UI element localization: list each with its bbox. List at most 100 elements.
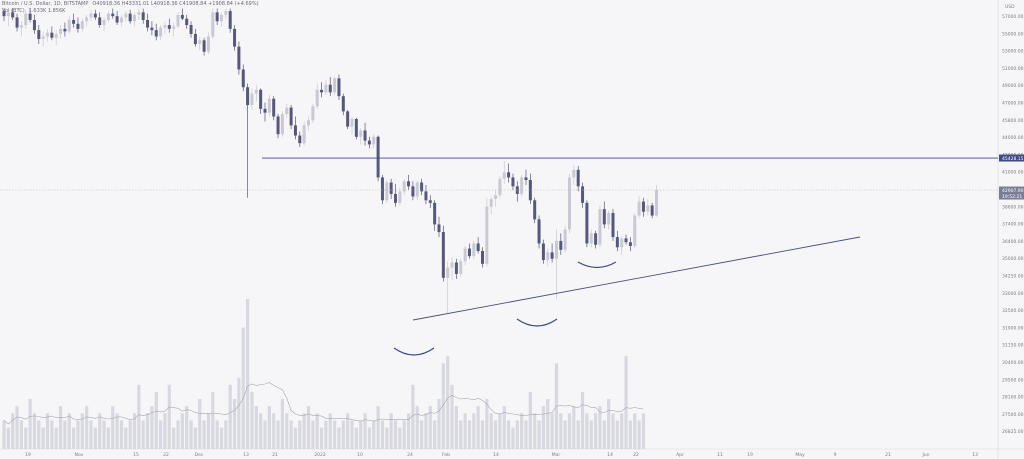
candle-body (467, 248, 471, 257)
volume-bar (172, 427, 176, 449)
price-tick-label: 45800.00 (1002, 118, 1024, 124)
candle-body (233, 28, 237, 47)
candle (237, 41, 241, 75)
volume-bar (11, 413, 15, 449)
candle (398, 187, 402, 206)
candle-body (211, 12, 215, 37)
candle (215, 8, 219, 26)
volume-bar (285, 413, 289, 449)
candle-body (15, 17, 19, 28)
volume-bar (354, 427, 358, 449)
time-tick-label: 11 (717, 452, 723, 458)
candle (424, 185, 428, 205)
candle-body (394, 193, 397, 203)
candle (63, 22, 67, 37)
volume-bar (380, 420, 385, 449)
volume-bar (324, 420, 328, 449)
price-tick-label: 35000.00 (1002, 256, 1024, 262)
candle-body (459, 261, 463, 274)
candle (389, 178, 393, 200)
volume-bar (28, 399, 32, 449)
volume-bar (289, 420, 293, 449)
candle-body (633, 215, 637, 246)
volume-bar (541, 406, 545, 449)
price-tick-label: 47000.00 (1002, 101, 1024, 107)
volume-bar (467, 420, 472, 449)
time-tick-label: May (795, 452, 805, 458)
candle-body (206, 36, 210, 52)
candle (50, 26, 54, 41)
candle-body (141, 12, 145, 20)
candle (354, 117, 358, 140)
candle-body (402, 181, 406, 192)
candle (463, 246, 467, 266)
volume-bar (454, 406, 458, 449)
volume-bar (415, 406, 419, 449)
currency-label: USD (1005, 4, 1015, 10)
time-tick-label: 19 (25, 452, 31, 458)
candle-body (72, 19, 76, 24)
price-tick-label: 51000.00 (1002, 66, 1024, 72)
candle-body (163, 25, 167, 28)
volume-bar (637, 420, 641, 449)
candle (589, 229, 593, 248)
candle-body (150, 27, 154, 31)
candle-body (433, 202, 437, 225)
price-axis-bg (998, 0, 1024, 459)
volume-bar (89, 420, 93, 449)
candle-body (2, 11, 6, 17)
candle-body (646, 205, 650, 212)
volume-bar (615, 420, 619, 449)
candle-body (276, 116, 280, 135)
candle-body (559, 240, 563, 250)
volume-bar (93, 427, 97, 449)
volume-bar (350, 420, 354, 449)
candle (32, 14, 36, 34)
volume-bar (624, 356, 628, 449)
volume-bar (511, 427, 515, 449)
candle-body (376, 136, 380, 178)
volume-label: Vol (BTC) (2, 8, 25, 14)
candle (367, 136, 371, 149)
candle (259, 88, 263, 114)
candle (602, 201, 606, 229)
candle (111, 8, 115, 19)
volume-bar (145, 413, 150, 449)
candle-body (450, 262, 454, 268)
volume-bar (45, 413, 50, 449)
candle (337, 74, 341, 100)
candle (263, 102, 267, 122)
candle (233, 25, 237, 51)
price-tick-label: 53000.00 (1002, 49, 1024, 55)
candle (611, 209, 615, 241)
volume-bar (367, 427, 371, 449)
candle-body (24, 13, 28, 26)
price-tick-label: 27500.00 (1002, 412, 1024, 418)
volume-bar (641, 413, 646, 449)
candle-body (89, 13, 93, 18)
candle (646, 199, 650, 216)
volume-bar (346, 413, 350, 449)
candle-body (385, 182, 389, 201)
candle (637, 196, 641, 219)
price-tick-label: 55000.00 (1002, 31, 1024, 37)
volume-bar (546, 399, 550, 449)
candle (454, 258, 458, 280)
volume-bar (32, 413, 37, 449)
candle (494, 190, 498, 207)
volume-bar (15, 406, 19, 449)
candle-body (537, 219, 541, 244)
price-tick-label: 31900.00 (1002, 325, 1024, 331)
candle (459, 258, 463, 277)
volume-bar (246, 299, 250, 449)
candle (315, 83, 319, 109)
time-tick-label: 22 (163, 452, 169, 458)
candle (202, 37, 206, 56)
candle-body (572, 169, 576, 178)
candle-body (106, 13, 110, 20)
time-tick-label: 14 (607, 452, 613, 458)
candle (298, 131, 302, 147)
left-shoulder-curve (393, 347, 435, 356)
candle-body (93, 13, 97, 18)
